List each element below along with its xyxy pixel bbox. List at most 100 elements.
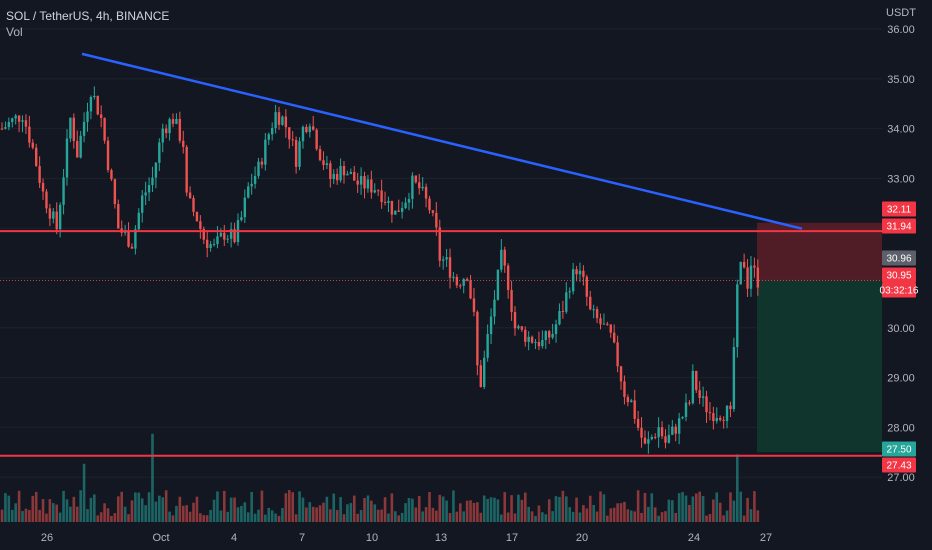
volume-bar — [578, 512, 582, 522]
price-tick-label: 29.00 — [887, 373, 915, 385]
candle-body — [325, 163, 329, 166]
volume-bar — [448, 513, 452, 522]
candle-body — [756, 267, 760, 288]
volume-bar — [137, 492, 141, 522]
candle-body — [298, 141, 301, 167]
volume-bar — [55, 504, 59, 522]
candle-body — [253, 175, 257, 184]
price-tag-countdown — [882, 282, 916, 298]
volume-bar — [694, 493, 698, 522]
volume-bar — [619, 503, 623, 522]
volume-bar — [739, 491, 743, 522]
volume-bar — [421, 511, 424, 522]
volume-bar — [14, 503, 17, 522]
volume-bar — [144, 505, 147, 522]
volume-bar — [325, 496, 329, 522]
volume-bar — [7, 495, 11, 522]
volume-bar — [212, 499, 216, 522]
volume-bar — [623, 501, 626, 522]
candle-body — [267, 134, 270, 140]
candle-body — [349, 171, 353, 174]
candle-body — [243, 197, 247, 218]
candle-body — [346, 173, 349, 176]
volume-label[interactable]: Vol — [6, 25, 23, 39]
price-tag-label: 31.94 — [886, 222, 911, 233]
volume-bar — [72, 496, 76, 522]
candle-body — [630, 400, 633, 403]
symbol-title[interactable]: SOL / TetherUS, 4h, BINANCE — [6, 9, 170, 23]
volume-bar — [96, 515, 100, 522]
candle-body — [407, 199, 411, 203]
price-tick-label: 30.00 — [887, 323, 915, 335]
candle-body — [592, 309, 595, 311]
candle-body — [524, 329, 527, 342]
candle-body — [643, 437, 647, 444]
volume-bar — [52, 503, 55, 522]
candle-body — [38, 166, 41, 183]
volume-bar — [113, 513, 117, 522]
volume-bar — [616, 503, 619, 522]
candle-body — [383, 201, 387, 203]
volume-bar — [571, 511, 575, 522]
volume-bar — [756, 510, 760, 522]
candle-body — [110, 170, 113, 180]
volume-bar — [48, 499, 52, 522]
candle-body — [489, 316, 493, 335]
volume-bar — [308, 502, 312, 522]
candle-body — [41, 182, 45, 192]
candle-body — [305, 126, 308, 133]
volume-bar — [394, 511, 397, 522]
candle-body — [58, 204, 62, 230]
volume-bar — [205, 515, 209, 522]
volume-bar — [705, 515, 708, 522]
price-tick-label: 35.00 — [887, 74, 915, 86]
volume-bar — [188, 511, 192, 522]
price-tag-label: 27.50 — [886, 445, 911, 456]
volume-bar — [151, 433, 154, 522]
candle-body — [595, 309, 599, 319]
candle-body — [500, 249, 503, 270]
volume-bar — [301, 497, 305, 522]
time-tick-label: 17 — [506, 532, 518, 544]
candle-body — [35, 147, 38, 167]
candle-body — [130, 246, 134, 249]
volume-bar — [400, 512, 404, 522]
volume-bar — [24, 508, 28, 522]
volume-bar — [123, 506, 127, 522]
volume-bar — [732, 500, 736, 522]
volume-bar — [284, 493, 288, 522]
candle-body — [435, 212, 438, 228]
volume-bar — [147, 492, 151, 522]
trendline[interactable] — [81, 52, 803, 230]
volume-bar — [609, 508, 613, 522]
time-axis[interactable]: 26 Oct 4 7 10 13 17 20 24 27 — [41, 532, 772, 544]
candle-body — [206, 239, 209, 248]
candle-body — [147, 185, 151, 193]
volume-bar — [390, 493, 394, 522]
volume-bar — [216, 491, 219, 522]
volume-bar — [500, 514, 503, 522]
candle-body — [558, 311, 561, 325]
candle-body — [469, 280, 472, 299]
candle-body — [476, 311, 479, 366]
volume-bar — [34, 491, 38, 522]
volume-bar — [506, 512, 510, 522]
candle-body — [76, 141, 79, 158]
candle-body — [322, 160, 325, 166]
volume-bars — [0, 433, 760, 522]
volume-bar — [424, 507, 428, 522]
candle-body — [182, 140, 185, 147]
volume-bar — [647, 506, 650, 522]
volume-bar — [742, 515, 746, 522]
candle-body — [356, 180, 359, 185]
volume-bar — [537, 505, 541, 522]
volume-bar — [226, 511, 230, 522]
price-tick-label: 36.00 — [887, 24, 915, 36]
volume-bar — [342, 514, 346, 522]
volume-bar — [612, 507, 616, 522]
volume-bar — [223, 490, 226, 522]
volume-bar — [667, 499, 671, 522]
candle-body — [291, 139, 294, 141]
candle-body — [86, 111, 89, 122]
